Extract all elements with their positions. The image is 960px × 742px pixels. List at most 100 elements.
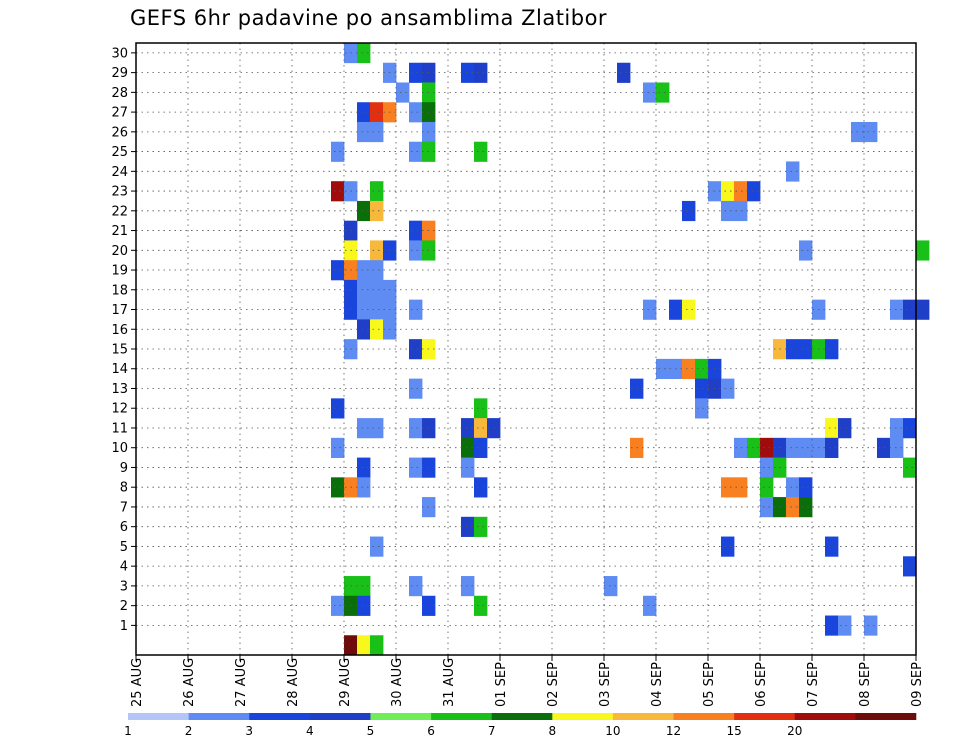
heat-cell: [357, 477, 371, 498]
heat-cell: [357, 279, 371, 301]
heat-cell: [461, 516, 475, 537]
heat-cell: [825, 418, 839, 439]
grid-lines: [136, 43, 916, 655]
heat-cell: [461, 576, 475, 597]
x-tick-label: 09 SEP: [910, 662, 925, 707]
colorbar-label: 8: [548, 724, 556, 738]
heat-cell: [682, 358, 696, 380]
colorbar: 1 2 3 4 5 6 7 8 10 12 15 20: [124, 713, 917, 738]
x-tick-label: 07 SEP: [806, 662, 821, 707]
y-axis: 1234567891011121314151617181920212223242…: [111, 46, 136, 634]
heat-cell: [825, 615, 839, 636]
y-tick-label: 22: [111, 204, 128, 219]
colorbar-label: 1: [124, 724, 132, 738]
heat-cell: [331, 141, 345, 162]
heat-cell: [331, 181, 345, 202]
heat-cell: [474, 141, 488, 162]
heat-cell: [357, 200, 371, 222]
heat-cell: [357, 121, 371, 143]
x-tick-label: 26 AUG: [182, 658, 197, 707]
colorbar-label: 5: [367, 724, 375, 738]
heat-cell: [474, 477, 488, 498]
heat-cell: [357, 319, 371, 340]
colorbar-label: 20: [787, 724, 802, 738]
colorbar-swatch: [794, 713, 856, 720]
heat-cell: [799, 497, 813, 518]
heat-cell: [474, 418, 488, 439]
heat-cell: [721, 378, 735, 399]
x-tick-label: 27 AUG: [234, 658, 249, 707]
heat-cell: [409, 339, 423, 360]
x-tick-label: 01 SEP: [494, 662, 509, 707]
heat-cell: [370, 279, 384, 301]
heat-cell: [409, 141, 423, 162]
y-tick-label: 21: [111, 224, 128, 239]
heat-cell: [461, 62, 475, 83]
heat-cell: [799, 339, 813, 360]
heat-cell: [838, 615, 852, 636]
x-tick-label: 04 SEP: [650, 662, 665, 707]
colorbar-swatch: [309, 713, 371, 720]
heat-cell: [617, 62, 631, 83]
colorbar-label: 4: [306, 724, 314, 738]
y-tick-label: 27: [111, 106, 128, 121]
heat-cell: [903, 418, 917, 439]
x-tick-label: 31 AUG: [442, 658, 457, 707]
colorbar-label: 12: [666, 724, 681, 738]
heat-cell: [370, 260, 384, 281]
heat-cell: [656, 358, 670, 380]
heat-cell: [474, 595, 488, 616]
heat-cell: [409, 240, 423, 261]
y-tick-label: 23: [111, 185, 128, 200]
y-tick-label: 30: [111, 46, 128, 61]
y-tick-label: 6: [120, 520, 128, 535]
x-tick-label: 28 AUG: [286, 658, 301, 707]
colorbar-swatch: [552, 713, 614, 720]
y-tick-label: 8: [120, 481, 128, 496]
colorbar-swatch: [673, 713, 735, 720]
heat-cell: [370, 536, 384, 557]
heat-cell: [474, 62, 488, 83]
heat-cell: [331, 595, 345, 616]
heat-cell: [903, 457, 917, 478]
heat-cell: [721, 536, 735, 557]
heat-cell: [734, 181, 748, 202]
heat-cell: [877, 437, 891, 458]
colorbar-swatch: [188, 713, 250, 720]
heat-cell: [721, 200, 735, 222]
colorbar-label: 6: [427, 724, 435, 738]
heat-cell: [747, 181, 761, 202]
heat-cell: [357, 457, 371, 478]
heat-cell: [357, 595, 371, 616]
heat-cell: [474, 516, 488, 537]
heat-cell: [370, 121, 384, 143]
y-tick-label: 15: [111, 343, 128, 358]
heat-cell: [760, 477, 774, 498]
colorbar-label: 15: [727, 724, 742, 738]
heat-cell: [331, 398, 345, 419]
heat-cell: [643, 299, 657, 320]
heat-cell: [396, 82, 410, 103]
colorbar-label: 3: [245, 724, 253, 738]
y-tick-label: 12: [111, 402, 128, 417]
x-tick-label: 05 SEP: [702, 662, 717, 707]
y-tick-label: 7: [120, 500, 128, 515]
y-tick-label: 13: [111, 382, 128, 397]
heat-cell: [409, 62, 423, 83]
y-tick-label: 17: [111, 303, 128, 318]
heat-cell: [916, 299, 930, 320]
y-tick-label: 14: [111, 362, 128, 377]
y-tick-label: 2: [120, 599, 128, 614]
y-tick-label: 26: [111, 125, 128, 140]
y-tick-label: 19: [111, 264, 128, 279]
x-tick-label: 30 AUG: [390, 658, 405, 707]
heat-cell: [838, 418, 852, 439]
heat-cell: [461, 437, 475, 458]
y-tick-label: 28: [111, 86, 128, 101]
colorbar-swatch: [491, 713, 553, 720]
heat-cell: [409, 457, 423, 478]
heat-cell: [890, 418, 904, 439]
heat-cell: [604, 576, 618, 597]
heat-cell: [461, 457, 475, 478]
